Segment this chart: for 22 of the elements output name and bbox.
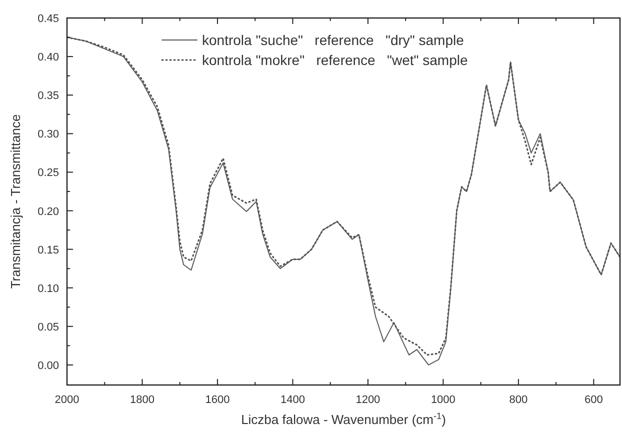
x-tick-label: 1400 (280, 394, 305, 406)
y-tick-label: 0.10 (38, 282, 59, 295)
legend-label: kontrola "suche" reference "dry" sample (202, 32, 464, 48)
x-tick-label: 1800 (130, 394, 154, 406)
x-tick-label: 1000 (430, 394, 456, 406)
x-tick-label: 1200 (356, 394, 380, 406)
x-tick-label: 2000 (54, 394, 80, 406)
x-tick-label: 600 (584, 394, 603, 406)
legend-label: kontrola "mokre" reference "wet" sample (202, 52, 468, 68)
x-axis-title: Liczba falowa - Wavenumber (cm$^{-1}$) (241, 411, 446, 427)
y-tick-label: 0.25 (38, 167, 59, 180)
y-tick-label: 0.45 (38, 13, 59, 25)
y-tick-label: 0.05 (38, 321, 59, 334)
y-tick-label: 0.20 (38, 206, 59, 218)
y-tick-label: 0.35 (38, 90, 59, 102)
y-tick-label: 0.15 (38, 244, 59, 256)
y-tick-label: 0.40 (38, 52, 59, 64)
y-tick-label: 0.00 (38, 360, 59, 372)
y-axis-title: Transmitancja - Transmittance (8, 114, 23, 289)
x-tick-label: 800 (509, 394, 528, 406)
x-tick-label: 1600 (205, 394, 230, 406)
y-tick-label: 0.30 (38, 128, 59, 141)
